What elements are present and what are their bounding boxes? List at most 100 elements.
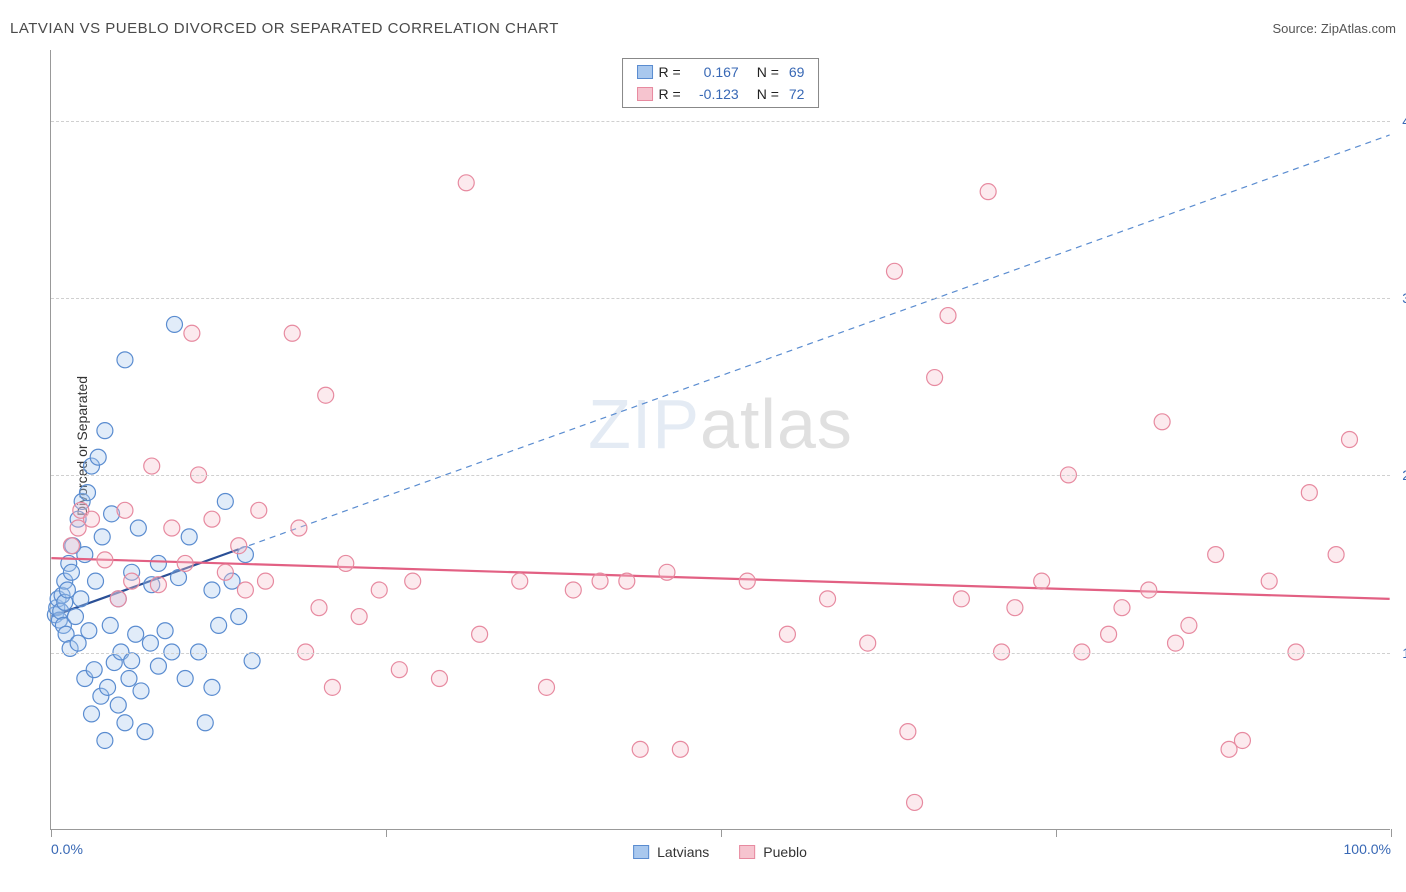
chart-header: LATVIAN VS PUEBLO DIVORCED OR SEPARATED … xyxy=(10,20,1396,37)
x-tick xyxy=(1056,829,1057,837)
data-point xyxy=(779,626,795,642)
data-point xyxy=(97,732,113,748)
scatter-svg xyxy=(51,50,1390,829)
data-point xyxy=(133,683,149,699)
data-point xyxy=(137,724,153,740)
data-point xyxy=(90,449,106,465)
data-point xyxy=(166,316,182,332)
data-point xyxy=(142,635,158,651)
data-point xyxy=(472,626,488,642)
y-tick-label: 40.0% xyxy=(1402,113,1406,129)
r-label: R = xyxy=(659,64,681,80)
stats-row: R = 0.167 N = 69 xyxy=(623,61,819,83)
gridline xyxy=(51,653,1390,654)
data-point xyxy=(73,591,89,607)
chart-source: Source: ZipAtlas.com xyxy=(1272,21,1396,36)
data-point xyxy=(338,555,354,571)
data-point xyxy=(311,600,327,616)
data-point xyxy=(257,573,273,589)
y-tick-label: 20.0% xyxy=(1402,467,1406,483)
data-point xyxy=(94,529,110,545)
data-point xyxy=(512,573,528,589)
data-point xyxy=(177,555,193,571)
data-point xyxy=(284,325,300,341)
data-point xyxy=(86,662,102,678)
data-point xyxy=(63,538,79,554)
x-tick xyxy=(1391,829,1392,837)
data-point xyxy=(927,370,943,386)
stats-legend-box: R = 0.167 N = 69 R = -0.123 N = 72 xyxy=(622,58,820,108)
data-point xyxy=(150,577,166,593)
x-tick-label: 0.0% xyxy=(51,841,83,857)
data-point xyxy=(1168,635,1184,651)
legend-swatch xyxy=(633,845,649,859)
data-point xyxy=(197,715,213,731)
data-point xyxy=(164,520,180,536)
n-label: N = xyxy=(757,64,779,80)
data-point xyxy=(88,573,104,589)
n-value: 69 xyxy=(789,64,805,80)
data-point xyxy=(204,582,220,598)
data-point xyxy=(237,582,253,598)
legend-item: Latvians xyxy=(633,844,709,860)
n-label: N = xyxy=(757,86,779,102)
legend-label: Pueblo xyxy=(763,844,807,860)
data-point xyxy=(1154,414,1170,430)
data-point xyxy=(121,671,137,687)
legend-swatch xyxy=(739,845,755,859)
data-point xyxy=(204,679,220,695)
data-point xyxy=(217,564,233,580)
data-point xyxy=(592,573,608,589)
data-point xyxy=(80,485,96,501)
y-tick-label: 30.0% xyxy=(1402,290,1406,306)
data-point xyxy=(84,511,100,527)
data-point xyxy=(124,573,140,589)
data-point xyxy=(371,582,387,598)
data-point xyxy=(177,671,193,687)
data-point xyxy=(81,623,97,639)
data-point xyxy=(1208,547,1224,563)
data-point xyxy=(97,552,113,568)
chart-area: ZIPatlas R = 0.167 N = 69 R = -0.123 N =… xyxy=(50,50,1390,830)
r-value: 0.167 xyxy=(687,64,739,80)
data-point xyxy=(231,538,247,554)
data-point xyxy=(67,609,83,625)
data-point xyxy=(184,325,200,341)
data-point xyxy=(565,582,581,598)
data-point xyxy=(84,706,100,722)
data-point xyxy=(820,591,836,607)
data-point xyxy=(1007,600,1023,616)
data-point xyxy=(431,671,447,687)
data-point xyxy=(1234,732,1250,748)
data-point xyxy=(1328,547,1344,563)
series-legend: Latvians Pueblo xyxy=(633,844,807,860)
n-value: 72 xyxy=(789,86,805,102)
data-point xyxy=(204,511,220,527)
plot-region: ZIPatlas R = 0.167 N = 69 R = -0.123 N =… xyxy=(50,50,1390,830)
gridline xyxy=(51,121,1390,122)
data-point xyxy=(157,623,173,639)
data-point xyxy=(324,679,340,695)
gridline xyxy=(51,298,1390,299)
data-point xyxy=(144,458,160,474)
data-point xyxy=(980,184,996,200)
series-swatch xyxy=(637,87,653,101)
data-point xyxy=(171,570,187,586)
data-point xyxy=(110,591,126,607)
r-value: -0.123 xyxy=(687,86,739,102)
series-swatch xyxy=(637,65,653,79)
data-point xyxy=(458,175,474,191)
data-point xyxy=(231,609,247,625)
data-point xyxy=(672,741,688,757)
data-point xyxy=(150,555,166,571)
data-point xyxy=(211,617,227,633)
data-point xyxy=(1101,626,1117,642)
data-point xyxy=(539,679,555,695)
data-point xyxy=(291,520,307,536)
data-point xyxy=(63,564,79,580)
data-point xyxy=(1181,617,1197,633)
data-point xyxy=(739,573,755,589)
gridline xyxy=(51,475,1390,476)
data-point xyxy=(1301,485,1317,501)
stats-row: R = -0.123 N = 72 xyxy=(623,83,819,105)
